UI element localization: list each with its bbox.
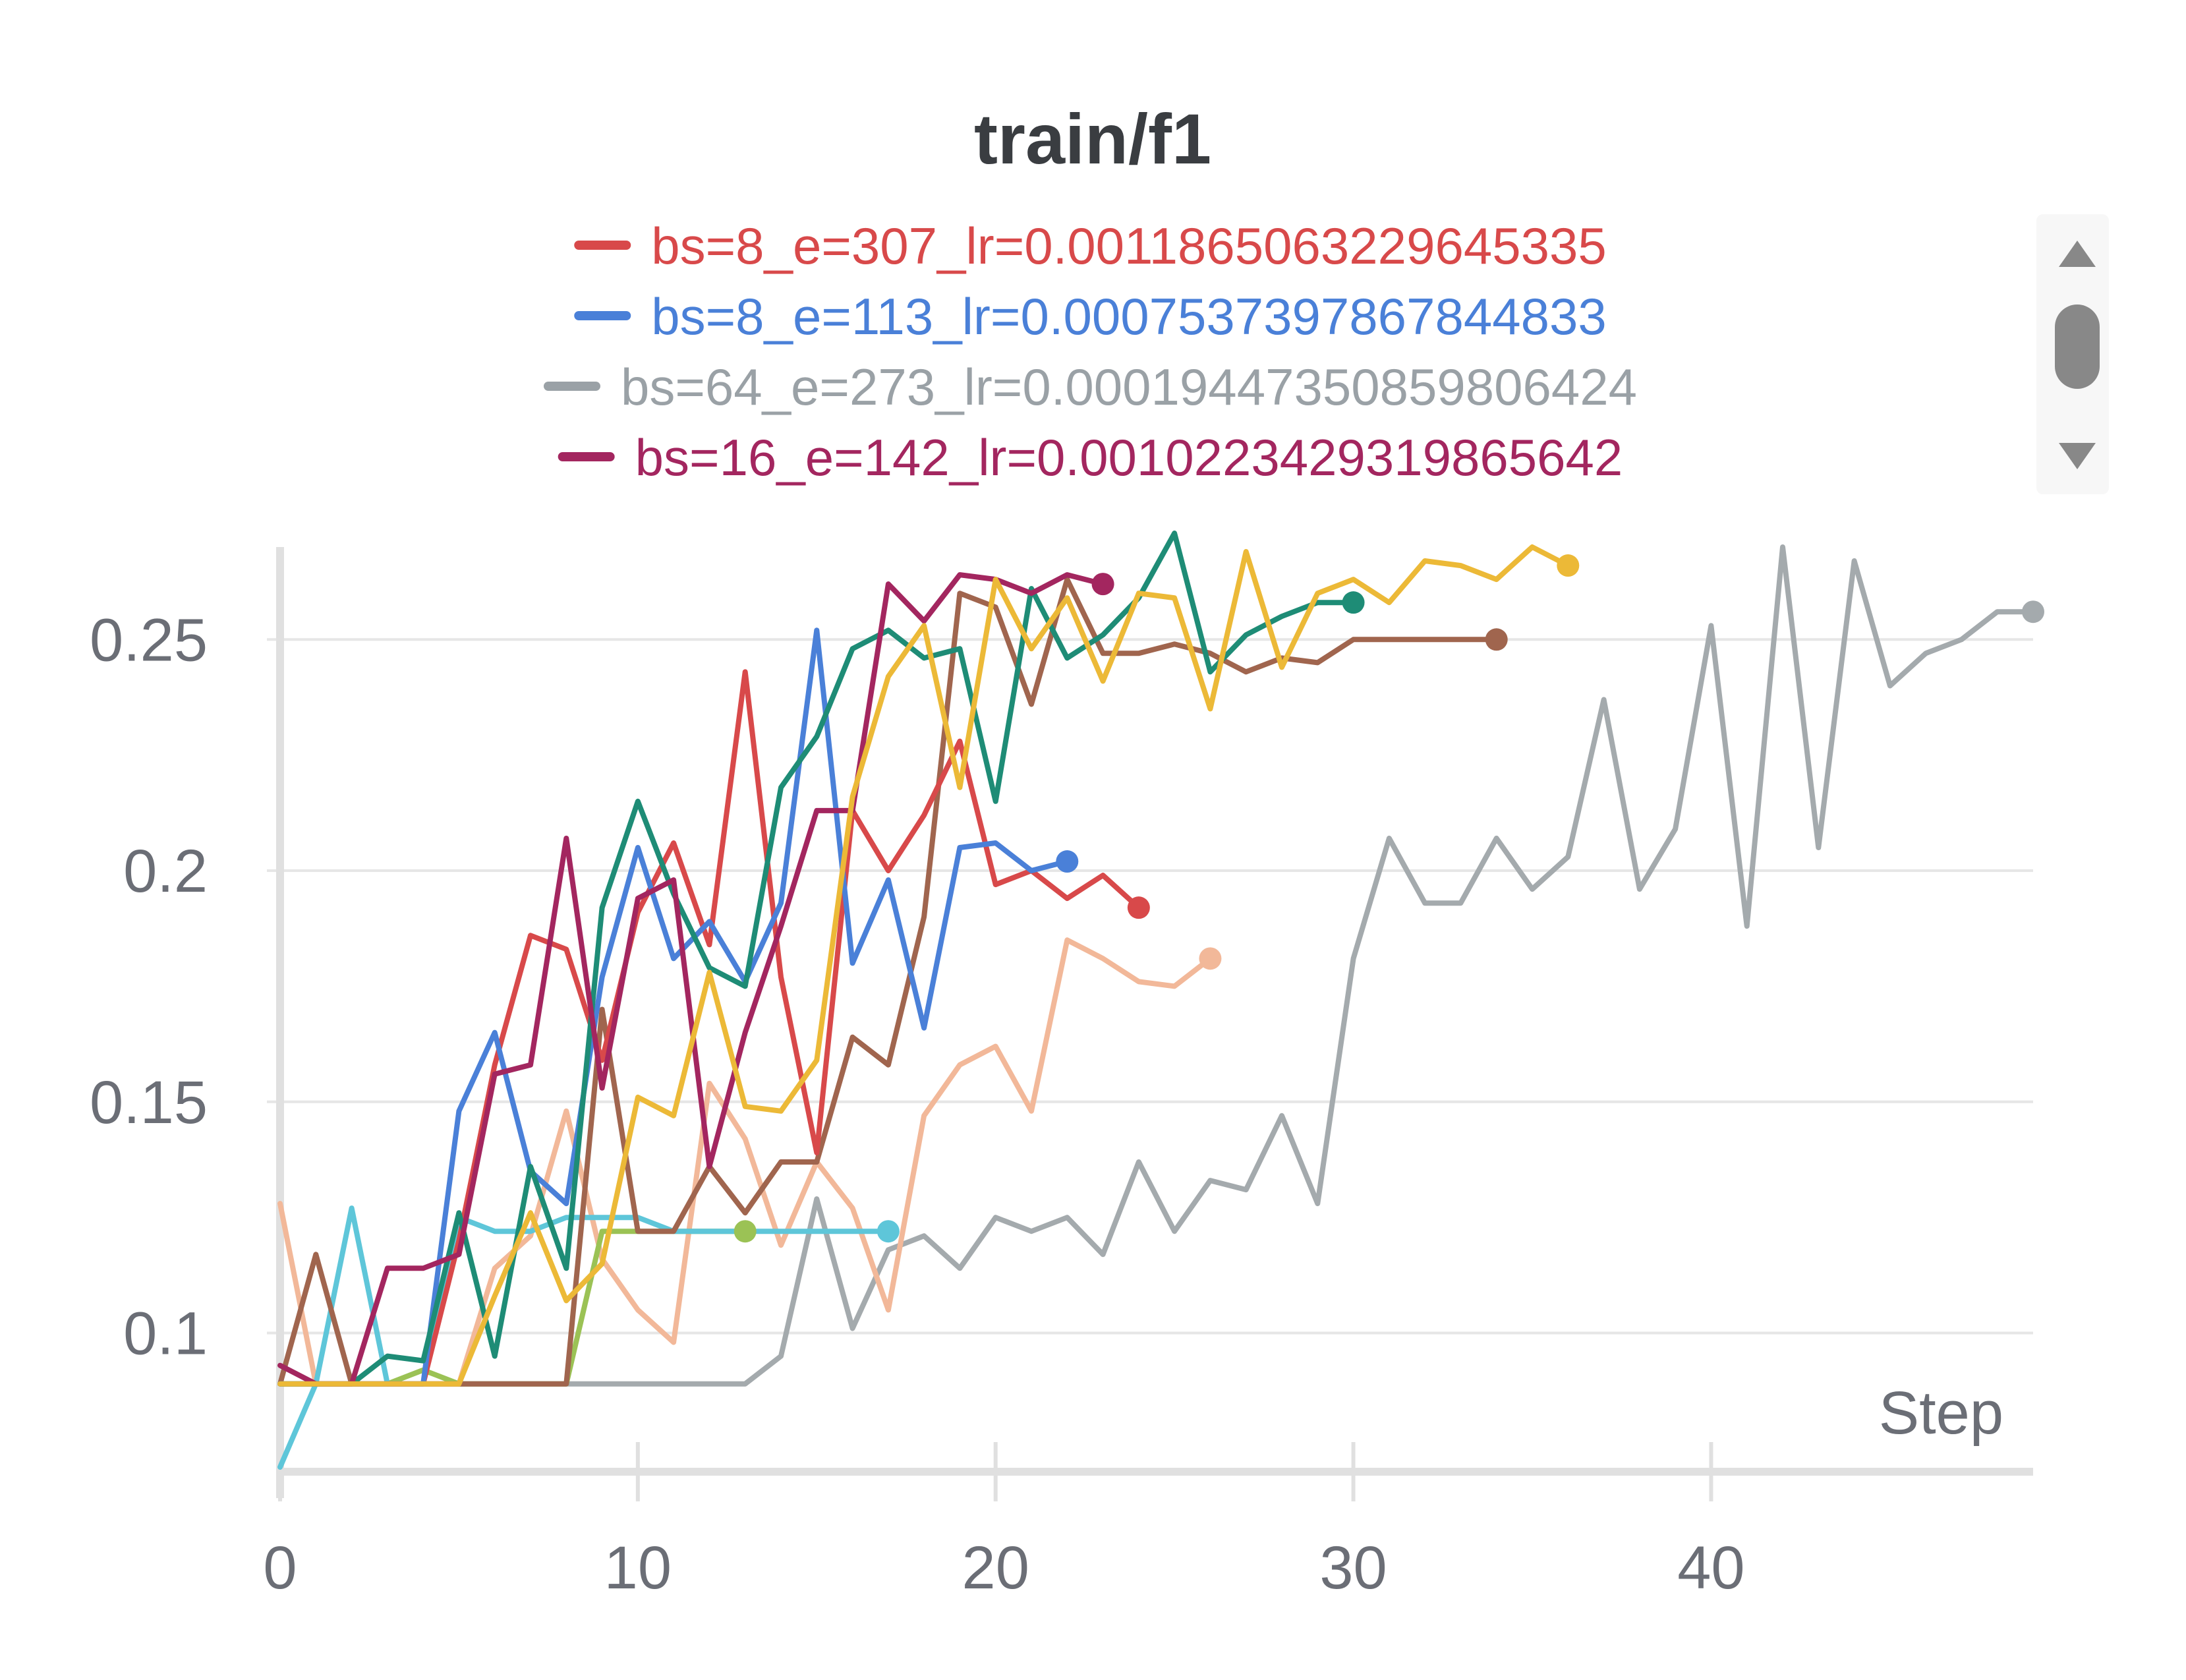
y-tick-label: 0.2 (123, 838, 208, 905)
series-line (277, 531, 1356, 1387)
legend-scroll-control[interactable] (2036, 214, 2109, 494)
series-end-point (1199, 947, 1222, 970)
legend-label: bs=8_e=113_lr=0.0007537397867844833 (651, 287, 1606, 345)
series-end-point (1091, 573, 1114, 596)
y-tick-label: 0.1 (123, 1300, 208, 1368)
x-tick-label: 40 (1677, 1534, 1744, 1602)
legend-label: bs=64_e=273_lr=0.00019447350859806424 (621, 358, 1637, 416)
series-end-point (733, 1220, 757, 1243)
legend-entry: bs=8_e=113_lr=0.0007537397867844833 (574, 287, 1607, 345)
legend-entry: bs=16_e=142_lr=0.0010223429319865642 (558, 428, 1623, 486)
legend-label: bs=16_e=142_lr=0.0010223429319865642 (635, 428, 1623, 486)
series-end-point (2022, 600, 2044, 623)
chart-legend: bs=8_e=307_lr=0.0011865063229645335 bs=8_… (543, 217, 1637, 486)
series-end-point (1056, 850, 1079, 873)
x-tick-label: 20 (962, 1534, 1029, 1602)
series-end-point (877, 1220, 900, 1243)
series-line (277, 937, 1213, 1387)
series-endpoints (733, 554, 2044, 1243)
y-tick-label: 0.15 (90, 1069, 208, 1136)
scroll-down-arrow-icon[interactable] (2059, 443, 2096, 469)
y-tick-label: 0.25 (90, 606, 208, 674)
x-tick-label: 30 (1319, 1534, 1387, 1602)
tick-labels: 0 10 20 30 40 0.1 0.15 0.2 0.25 (90, 606, 1745, 1602)
chart-title: train/f1 (974, 99, 1211, 179)
series-line (277, 577, 1499, 1387)
series-line (277, 1205, 891, 1470)
legend-entry: bs=64_e=273_lr=0.00019447350859806424 (543, 358, 1637, 416)
legend-label: bs=8_e=307_lr=0.0011865063229645335 (651, 217, 1606, 275)
legend-entry: bs=8_e=307_lr=0.0011865063229645335 (574, 217, 1607, 275)
x-tick-label: 0 (263, 1534, 297, 1602)
x-tick-label: 10 (604, 1534, 672, 1602)
x-axis-label: Step (1879, 1379, 2003, 1447)
series-line (277, 544, 1571, 1387)
series-end-point (1485, 628, 1508, 651)
series-line (277, 669, 1141, 1387)
series-end-point (1127, 896, 1150, 919)
series-lines (277, 531, 2036, 1470)
scroll-up-arrow-icon[interactable] (2059, 241, 2096, 267)
series-line (277, 572, 1106, 1387)
series-end-point (1557, 554, 1580, 577)
series-line (277, 544, 2036, 1387)
legend-scrollbar-thumb[interactable] (2055, 304, 2100, 389)
axes (276, 547, 2033, 1501)
series-end-point (1342, 591, 1365, 614)
